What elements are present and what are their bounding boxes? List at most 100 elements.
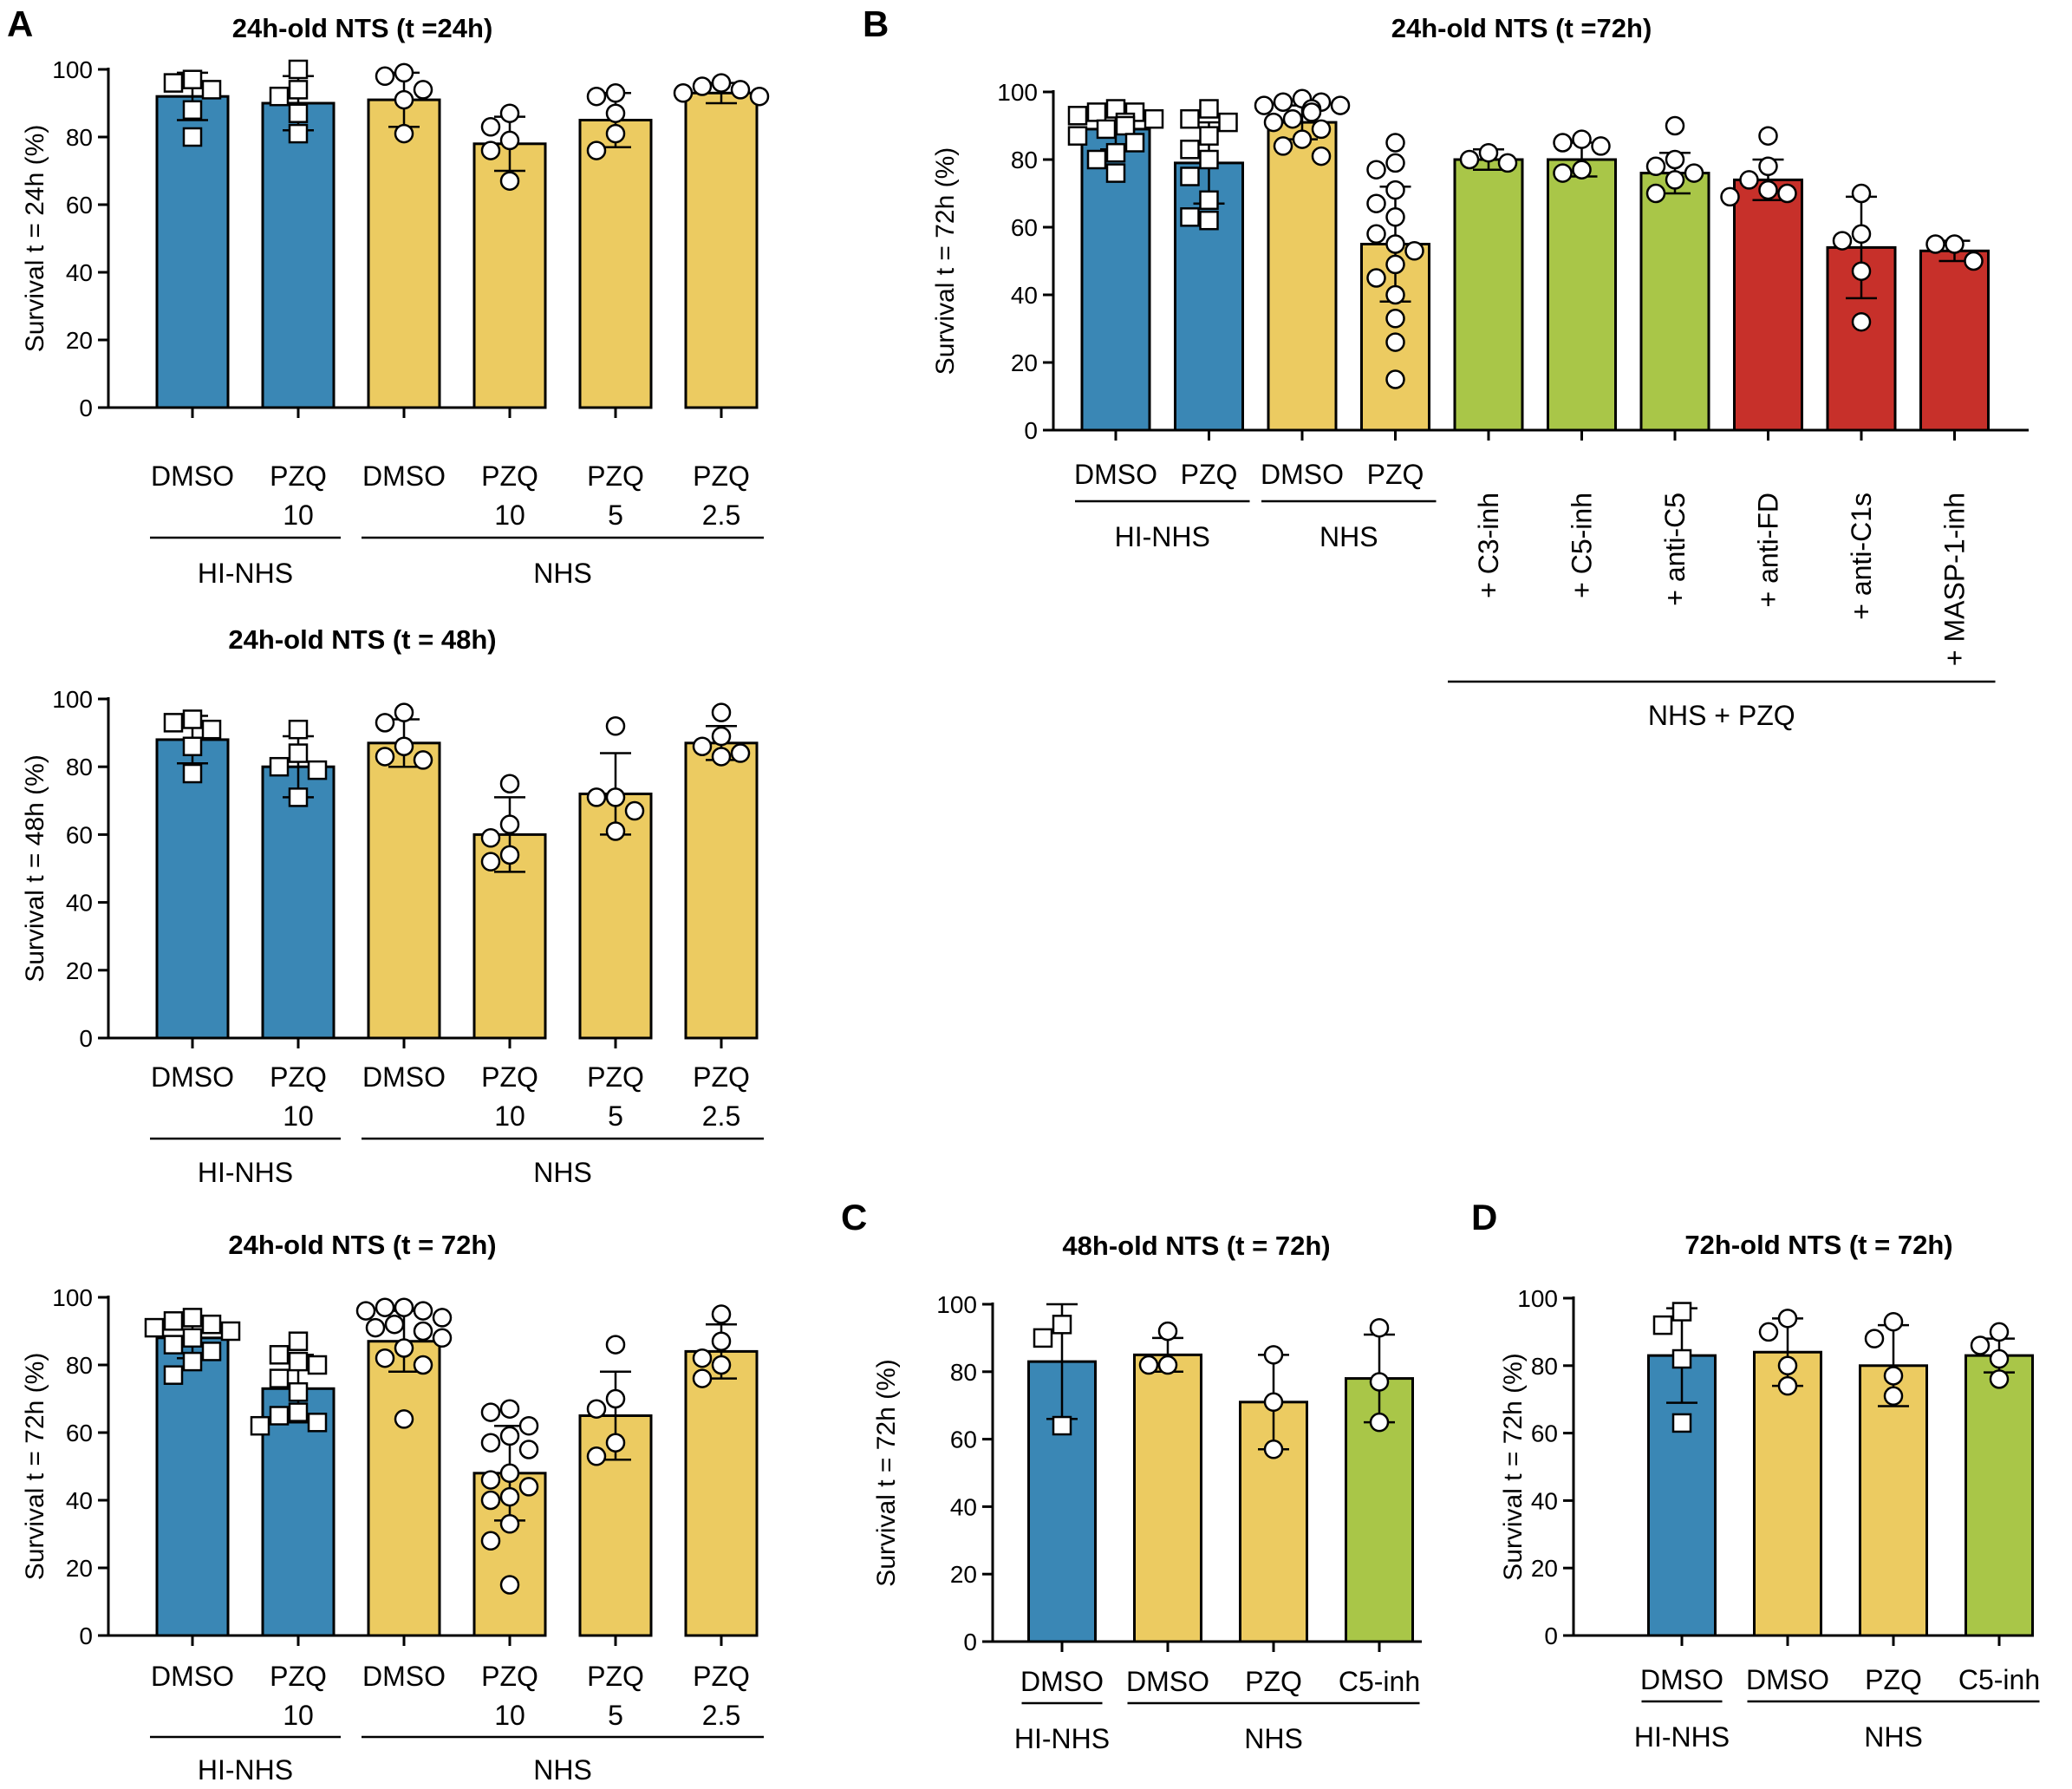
data-point-circle <box>711 747 732 767</box>
data-point-circle <box>375 747 395 767</box>
x-category-label: + anti-FD <box>1753 493 1784 607</box>
data-point-square <box>144 1317 165 1338</box>
data-point-circle <box>480 1433 501 1453</box>
data-point-circle <box>480 117 501 137</box>
data-point-square <box>288 719 309 740</box>
data-point-square <box>269 1406 290 1426</box>
y-tick-label: 40 <box>1011 282 1038 309</box>
data-point-circle <box>394 1297 414 1317</box>
data-point-circle <box>375 713 395 733</box>
data-point-circle <box>1864 1329 1885 1348</box>
data-point-circle <box>480 828 501 848</box>
group-label: NHS <box>1864 1721 1923 1753</box>
data-point-square <box>1199 210 1219 231</box>
x-category-label: PZQ <box>481 460 538 492</box>
data-point-circle <box>1366 160 1386 180</box>
x-category-sublabel: 10 <box>494 1100 525 1132</box>
data-point-circle <box>711 702 732 722</box>
bar <box>578 119 653 409</box>
group-label: HI-NHS <box>198 1754 293 1786</box>
data-point-circle <box>1385 369 1405 389</box>
y-tick-label: 60 <box>66 821 93 848</box>
data-point-circle <box>1883 1311 1904 1332</box>
data-point-circle <box>1311 146 1332 166</box>
x-category-label: + MASP-1-inh <box>1939 493 1971 666</box>
data-point-square <box>1052 1315 1072 1335</box>
data-point-circle <box>518 1477 539 1497</box>
chart-c: C 48h-old NTS (t = 72h) Survival t = 72h (… <box>841 1197 1422 1754</box>
bar <box>1733 178 1803 432</box>
data-point-circle <box>499 774 520 793</box>
data-point-square <box>307 1413 328 1433</box>
x-category-sublabel: 10 <box>283 1700 314 1731</box>
x-category-label: PZQ <box>270 460 327 492</box>
data-point-circle <box>1366 224 1386 245</box>
y-tick-label: 60 <box>1531 1420 1558 1447</box>
data-point-circle <box>375 66 395 87</box>
y-tick-label: 20 <box>66 1555 93 1582</box>
bar <box>1267 121 1338 432</box>
bar <box>1547 158 1617 432</box>
x-category-label: + anti-C5 <box>1659 493 1691 606</box>
chart-title: 24h-old NTS (t =24h) <box>232 13 493 43</box>
y-tick-label: 40 <box>66 890 93 917</box>
data-point-circle <box>1851 311 1872 332</box>
data-point-square <box>288 1351 309 1372</box>
group-label: HI-NHS <box>1634 1721 1730 1753</box>
x-category-label: PZQ <box>587 1061 644 1093</box>
data-point-square <box>1218 112 1238 133</box>
data-point-circle <box>1989 1348 2010 1369</box>
group-label: NHS <box>533 558 592 589</box>
y-axis-label: Survival t = 48h (%) <box>21 754 49 983</box>
x-category-label: + anti-C1s <box>1846 493 1877 620</box>
x-category-label: C5-inh <box>1958 1664 2040 1695</box>
data-point-circle <box>1851 261 1872 281</box>
group-label: HI-NHS <box>198 558 293 589</box>
x-category-label: DMSO <box>1261 459 1344 490</box>
data-point-circle <box>1851 183 1872 204</box>
data-point-square <box>182 709 203 729</box>
x-category-label: DMSO <box>151 460 234 492</box>
data-point-circle <box>586 86 607 107</box>
bar <box>1639 172 1710 432</box>
data-point-square <box>1144 108 1164 129</box>
x-category-sublabel: 2.5 <box>702 499 740 531</box>
y-axis-label: Survival t = 24h (%) <box>21 125 49 353</box>
y-tick-label: 0 <box>79 395 93 421</box>
data-point-circle <box>1385 180 1405 200</box>
data-point-circle <box>1665 115 1685 136</box>
data-point-circle <box>673 83 694 103</box>
data-point-circle <box>1138 1355 1159 1375</box>
data-point-circle <box>499 1463 520 1484</box>
data-point-circle <box>499 1514 520 1534</box>
y-axis-label: Survival t = 72h (%) <box>872 1359 901 1587</box>
data-point-circle <box>692 76 713 96</box>
data-point-circle <box>1739 170 1759 190</box>
y-axis-label: Survival t = 72h (%) <box>931 147 960 375</box>
data-point-square <box>1086 149 1107 170</box>
y-tick-label: 0 <box>1544 1623 1558 1649</box>
data-point-circle <box>1945 234 1964 254</box>
data-point-circle <box>1404 241 1424 261</box>
data-point-square <box>163 713 184 733</box>
data-point-circle <box>1263 112 1284 133</box>
data-point-circle <box>499 171 520 191</box>
data-point-circle <box>480 140 501 160</box>
data-point-circle <box>1925 234 1945 254</box>
data-point-circle <box>1591 136 1611 156</box>
data-point-circle <box>1758 126 1778 146</box>
data-point-circle <box>413 750 433 770</box>
y-tick-label: 20 <box>1011 349 1038 376</box>
x-category-sublabel: 5 <box>608 1100 623 1132</box>
data-point-square <box>1199 126 1219 146</box>
data-point-circle <box>480 1531 501 1551</box>
data-point-square <box>288 80 309 100</box>
data-point-square <box>182 127 203 147</box>
data-point-circle <box>1385 309 1405 329</box>
data-point-square <box>182 736 203 756</box>
x-category-sublabel: 2.5 <box>702 1100 740 1132</box>
data-point-circle <box>1478 142 1499 163</box>
chart-d: D 72h-old NTS (t = 72h) Survival t = 72h (… <box>1471 1197 2040 1753</box>
data-point-circle <box>413 1301 433 1321</box>
data-point-circle <box>1832 231 1853 251</box>
